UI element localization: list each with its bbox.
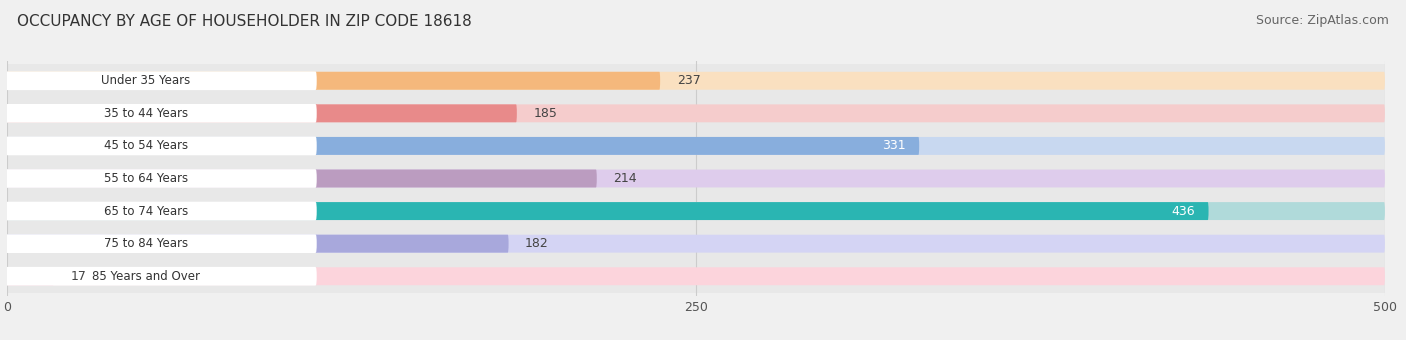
Text: 45 to 54 Years: 45 to 54 Years [104, 139, 188, 152]
FancyBboxPatch shape [7, 195, 1385, 227]
FancyBboxPatch shape [7, 202, 1209, 220]
Text: 237: 237 [676, 74, 700, 87]
FancyBboxPatch shape [7, 170, 596, 187]
Text: 331: 331 [882, 139, 905, 152]
Text: 65 to 74 Years: 65 to 74 Years [104, 205, 188, 218]
FancyBboxPatch shape [7, 260, 1385, 292]
FancyBboxPatch shape [7, 267, 1385, 285]
FancyBboxPatch shape [7, 65, 1385, 97]
Text: 185: 185 [533, 107, 557, 120]
FancyBboxPatch shape [7, 72, 316, 89]
FancyBboxPatch shape [7, 202, 1385, 220]
FancyBboxPatch shape [7, 235, 316, 252]
FancyBboxPatch shape [7, 137, 1385, 155]
FancyBboxPatch shape [7, 137, 920, 155]
FancyBboxPatch shape [7, 170, 316, 187]
FancyBboxPatch shape [7, 227, 1385, 260]
Text: 182: 182 [524, 237, 548, 250]
FancyBboxPatch shape [7, 105, 316, 122]
FancyBboxPatch shape [7, 97, 1385, 130]
FancyBboxPatch shape [7, 235, 1385, 253]
FancyBboxPatch shape [7, 104, 517, 122]
FancyBboxPatch shape [7, 235, 509, 253]
Text: 436: 436 [1171, 205, 1195, 218]
FancyBboxPatch shape [7, 130, 1385, 162]
Text: OCCUPANCY BY AGE OF HOUSEHOLDER IN ZIP CODE 18618: OCCUPANCY BY AGE OF HOUSEHOLDER IN ZIP C… [17, 14, 471, 29]
FancyBboxPatch shape [7, 104, 1385, 122]
FancyBboxPatch shape [7, 138, 316, 154]
FancyBboxPatch shape [7, 170, 1385, 187]
Text: 75 to 84 Years: 75 to 84 Years [104, 237, 188, 250]
Text: 85 Years and Over: 85 Years and Over [91, 270, 200, 283]
FancyBboxPatch shape [7, 268, 316, 285]
FancyBboxPatch shape [7, 72, 661, 90]
FancyBboxPatch shape [7, 162, 1385, 195]
FancyBboxPatch shape [7, 203, 316, 219]
Text: 17: 17 [70, 270, 86, 283]
Text: 55 to 64 Years: 55 to 64 Years [104, 172, 188, 185]
Text: Under 35 Years: Under 35 Years [101, 74, 191, 87]
Text: Source: ZipAtlas.com: Source: ZipAtlas.com [1256, 14, 1389, 27]
Text: 35 to 44 Years: 35 to 44 Years [104, 107, 188, 120]
Text: 214: 214 [613, 172, 637, 185]
FancyBboxPatch shape [7, 267, 53, 285]
FancyBboxPatch shape [7, 72, 1385, 90]
